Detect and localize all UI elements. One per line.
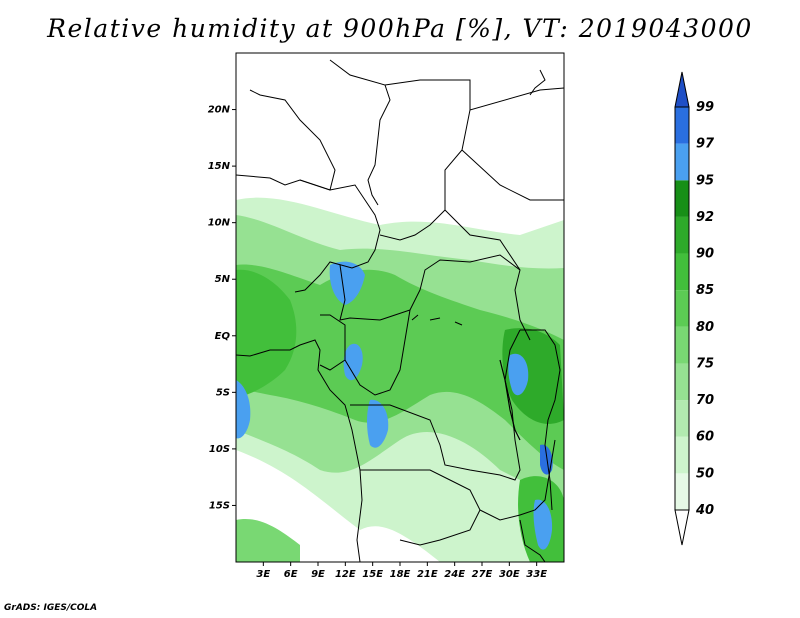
lon-tick-label: 12E — [335, 569, 356, 580]
colorbar-level-label: 90 — [696, 247, 714, 262]
colorbar-level-label: 50 — [696, 466, 714, 481]
lon-tick-label: 9E — [311, 569, 325, 580]
colorbar-level-label: 85 — [696, 283, 714, 298]
colorbar-bin — [675, 473, 689, 510]
colorbar-bin — [675, 326, 689, 364]
colorbar-outline — [674, 106, 690, 511]
colorbar-bin — [674, 509, 690, 546]
colorbar-level-label: 99 — [696, 100, 714, 115]
colorbar-level-label: 80 — [696, 320, 714, 335]
colorbar-bin — [675, 436, 689, 474]
colorbar-bin — [674, 71, 690, 108]
saturated-patch-westcoast — [236, 380, 251, 439]
lon-tick-label: 6E — [284, 569, 298, 580]
lon-tick-label: 3E — [256, 569, 270, 580]
lat-tick-label: 15S — [209, 500, 230, 511]
colorbar-bin — [675, 400, 689, 437]
saturated-patch-cameroon — [329, 261, 365, 305]
chart-title: Relative humidity at 900hPa [%], VT: 201… — [47, 14, 753, 43]
lon-tick-label: 30E — [499, 569, 520, 580]
lon-tick-label: 27E — [472, 569, 493, 580]
humidity-region-wet-east — [502, 328, 564, 424]
saturated-patch-lake — [540, 444, 553, 475]
colorbar-level-label: 92 — [696, 210, 714, 225]
saturated-patch-southeast — [533, 499, 553, 550]
colorbar-level-label: 75 — [696, 356, 714, 371]
colorbar-bin — [675, 107, 689, 144]
saturated-patch-angola — [367, 399, 389, 448]
colorbar-level-label: 60 — [696, 430, 714, 445]
lon-tick-label: 18E — [390, 569, 411, 580]
lon-tick-label: 15E — [362, 569, 383, 580]
credit-label: GrADS: IGES/COLA — [4, 603, 98, 613]
latitude-axis: 20N 15N 10N 5N EQ 5S 10S 15S — [208, 105, 236, 511]
country-borders — [236, 59, 564, 562]
colorbar-level-label: 97 — [696, 137, 715, 152]
colorbar-level-label: 70 — [696, 393, 714, 408]
humidity-region-south — [236, 519, 300, 562]
colorbar-bin — [675, 253, 689, 291]
colorbar-bin — [675, 180, 689, 217]
lat-tick-label: 10N — [208, 218, 231, 229]
lat-tick-label: 10S — [209, 444, 230, 455]
colorbar-bin — [675, 143, 689, 181]
saturated-patch-eastlakes — [508, 353, 529, 396]
lat-tick-label: 15N — [208, 161, 231, 172]
colorbar-bin — [675, 290, 689, 327]
saturated-patch-gabon — [343, 343, 363, 381]
lat-tick-label: EQ — [215, 331, 231, 342]
lon-tick-label: 33E — [526, 569, 547, 580]
colorbar-level-label: 40 — [695, 503, 714, 518]
lat-tick-label: 20N — [208, 105, 231, 116]
colorbar-bin — [675, 216, 689, 254]
lat-tick-label: 5N — [215, 274, 231, 285]
lon-tick-label: 24E — [444, 569, 465, 580]
colorbar-level-label: 95 — [696, 173, 714, 188]
lat-tick-label: 5S — [216, 387, 230, 398]
colorbar: 40 50 60 70 75 80 85 90 92 95 97 99 — [674, 71, 715, 546]
humidity-region-wet — [236, 269, 297, 398]
lon-tick-label: 21E — [417, 569, 438, 580]
colorbar-bin — [675, 363, 689, 401]
humidity-field — [236, 53, 564, 562]
longitude-axis: 3E 6E 9E 12E 15E 18E 21E 24E 27E 30E 33E — [256, 562, 547, 580]
